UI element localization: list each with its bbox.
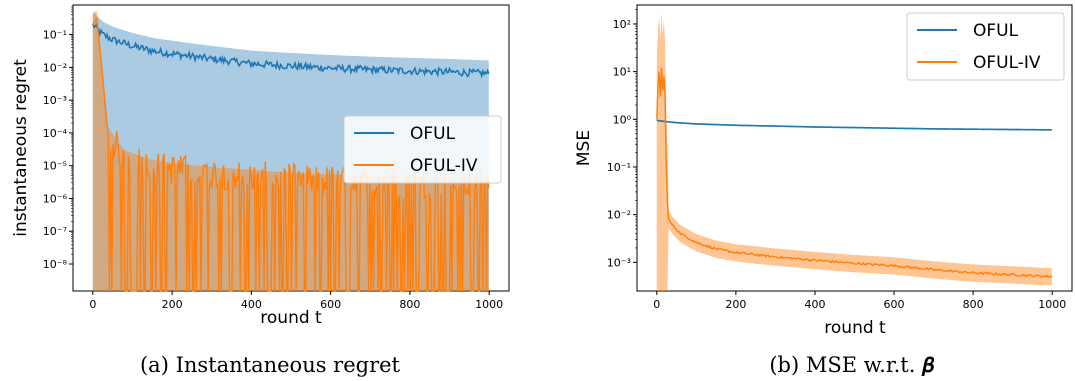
- legend-label-ofuliv: OFUL-IV: [973, 53, 1041, 73]
- y-tick-label: 10⁻⁶: [43, 192, 68, 205]
- x-tick-label: 400: [241, 298, 262, 311]
- plot-frame: [636, 4, 1073, 292]
- chart-mse: 0 200 400 600 800 1000 10⁻³10⁻²10⁻¹10⁰10¹10² …: [574, 4, 1073, 377]
- y-tick-label: 10¹: [613, 66, 631, 79]
- y-tick-label: 10²: [613, 18, 631, 31]
- series-line-oful: [656, 119, 1052, 131]
- x-tick-label: 400: [804, 298, 825, 311]
- y-tick-label: 10⁻²: [607, 209, 631, 222]
- x-tick-label: 0: [653, 298, 660, 311]
- caption-b: (b) MSE w.r.t. 𝜷: [769, 353, 935, 377]
- x-tick-label: 800: [963, 298, 984, 311]
- x-axis-ticks: 0 200 400 600 800 1000: [653, 291, 1066, 311]
- y-axis-label: MSE: [574, 130, 594, 166]
- x-tick-label: 1000: [475, 298, 503, 311]
- series-line-ofuliv: [656, 67, 1052, 278]
- x-tick-label: 600: [320, 298, 341, 311]
- y-tick-label: 10⁻¹: [43, 29, 67, 42]
- legend-label-oful: OFUL: [973, 21, 1019, 41]
- x-tick-label: 1000: [1038, 298, 1066, 311]
- series-lines: [656, 67, 1052, 278]
- chart-instantaneous-regret: 0 200 400 600 800 1000 10⁻⁸10⁻⁷10⁻⁶10⁻⁵10⁻⁴10…: [11, 4, 510, 377]
- y-tick-label: 10⁻¹: [607, 161, 631, 174]
- y-tick-label: 10⁰: [613, 113, 632, 126]
- y-tick-label: 10⁻²: [43, 61, 67, 74]
- y-axis-label: instantaneous regret: [11, 59, 31, 237]
- series-line-oful: [92, 23, 490, 79]
- legend: OFUL OFUL-IV: [343, 115, 502, 184]
- x-tick-label: 800: [399, 298, 420, 311]
- y-tick-label: 10⁻⁷: [43, 225, 67, 238]
- legend: OFUL OFUL-IV: [906, 12, 1065, 81]
- x-tick-label: 200: [725, 298, 746, 311]
- x-axis-label: round t: [260, 308, 322, 328]
- x-axis-label: round t: [824, 318, 886, 338]
- legend-label-ofuliv: OFUL-IV: [410, 156, 478, 176]
- legend-label-oful: OFUL: [410, 124, 456, 144]
- y-axis-ticks: 10⁻⁸ 10⁻⁷ 10⁻⁶ 10⁻⁵ 10⁻⁴ 10⁻³ 10⁻² 10⁻¹: [43, 6, 73, 271]
- x-tick-label: 0: [89, 298, 96, 311]
- y-tick-label: 10⁻⁸: [43, 258, 68, 271]
- y-tick-label: 10⁻³: [43, 94, 67, 107]
- y-tick-label: 10⁻³: [607, 256, 631, 269]
- y-tick-label: 10⁻⁴: [43, 127, 68, 140]
- x-axis-ticks: 0 200 400 600 800 1000: [89, 291, 503, 311]
- y-tick-label: 10⁻⁵: [43, 160, 67, 173]
- y-axis-ticks: 10⁻³ 10⁻² 10⁻¹ 10⁰ 10¹ 10²: [607, 9, 637, 269]
- x-tick-label: 200: [162, 298, 183, 311]
- x-tick-label: 600: [884, 298, 905, 311]
- caption-a: (a) Instantaneous regret: [140, 353, 401, 377]
